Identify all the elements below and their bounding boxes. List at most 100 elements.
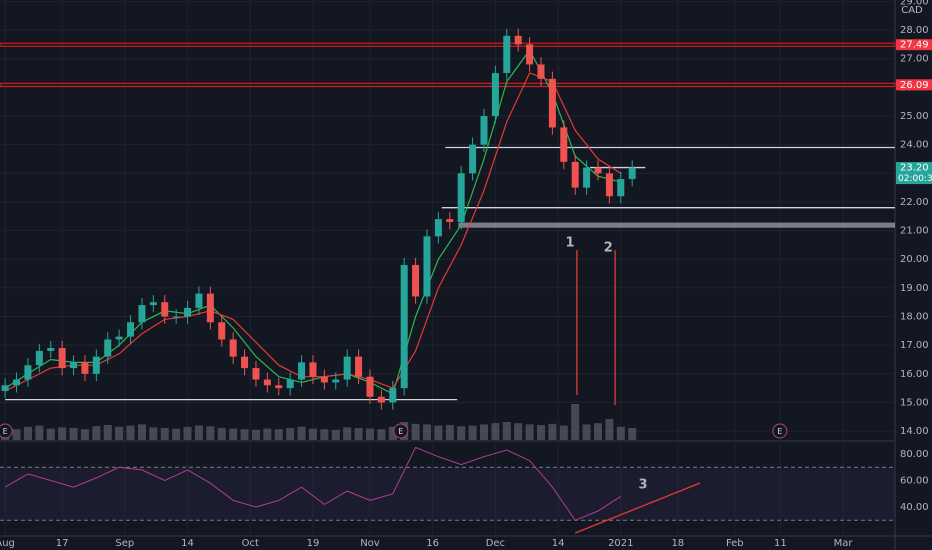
- volume-bar: [92, 426, 101, 440]
- candle-body: [503, 35, 511, 74]
- candle-body: [252, 368, 260, 380]
- volume-bar: [388, 426, 397, 440]
- volume-bar: [12, 429, 21, 440]
- rsi-band: [0, 467, 895, 521]
- horizontal-line: [0, 82, 896, 87]
- candle-body: [537, 64, 545, 79]
- volume-bar: [69, 428, 78, 440]
- currency: CAD: [901, 5, 923, 16]
- x-tick-label: Feb: [726, 538, 744, 549]
- horizontal-line: [0, 42, 896, 47]
- volume-bar: [240, 429, 249, 440]
- candle-body: [548, 78, 556, 128]
- volume-bar: [229, 428, 238, 440]
- y-tick-label: 60.00: [900, 476, 929, 487]
- y-tick-label: 22.00: [900, 197, 929, 208]
- candle-body: [298, 362, 306, 380]
- price-tag-label: 26.09: [900, 80, 929, 91]
- x-tick-label: Dec: [486, 538, 505, 549]
- volume-bar: [160, 428, 169, 440]
- candle-body: [58, 348, 66, 369]
- countdown: 02:00:34: [898, 174, 932, 184]
- candle-body: [161, 302, 169, 317]
- volume-bar: [491, 423, 500, 440]
- candle-body: [184, 307, 192, 317]
- candle-body: [583, 167, 591, 188]
- candle-body: [229, 339, 237, 357]
- volume-bar: [46, 428, 55, 440]
- volume-bar: [286, 428, 295, 440]
- candle-body: [423, 236, 431, 297]
- volume-bar: [605, 419, 614, 440]
- price-tag: [896, 79, 932, 91]
- volume-bar: [582, 424, 591, 440]
- x-tick-label: Aug: [0, 538, 15, 549]
- candle-body: [241, 356, 249, 369]
- volume-bar: [172, 428, 181, 440]
- candle-body: [560, 127, 568, 162]
- volume-bar: [502, 422, 511, 440]
- volume-bar: [525, 424, 534, 440]
- candle-body: [366, 376, 374, 397]
- volume-bar: [422, 424, 431, 440]
- volume-bar: [457, 426, 466, 440]
- volume-bar: [126, 425, 135, 440]
- earnings-marker: [0, 423, 13, 439]
- x-tick-label: 11: [774, 538, 787, 549]
- volume-bar: [206, 426, 215, 440]
- candle-body: [1, 385, 9, 392]
- y-tick-label: 18.00: [900, 312, 929, 323]
- candle-body: [491, 73, 499, 117]
- y-tick-label: 14.00: [900, 426, 929, 437]
- candle-body: [127, 322, 135, 337]
- candle-body: [571, 161, 579, 188]
- candle-body: [70, 362, 78, 369]
- volume-bar: [354, 428, 363, 440]
- y-tick-label: 40.00: [900, 502, 929, 513]
- volume-bar: [308, 428, 317, 440]
- volume-bar: [217, 428, 226, 440]
- x-tick-label: Sep: [115, 538, 134, 549]
- x-tick-label: 16: [426, 538, 439, 549]
- price-tag-label: 23.20: [900, 163, 929, 174]
- volume-bar: [377, 429, 386, 440]
- y-tick-label: 29.00: [900, 0, 929, 7]
- volume-bar: [434, 425, 443, 440]
- candle-body: [13, 379, 21, 386]
- earnings-marker: [772, 423, 788, 439]
- candle-body: [469, 144, 477, 174]
- y-tick-label: 27.00: [900, 54, 929, 65]
- candle-body: [35, 350, 43, 366]
- candle-body: [332, 379, 340, 383]
- volume-bar: [411, 423, 420, 440]
- volume-bar: [445, 425, 454, 440]
- y-tick-label: 19.00: [900, 283, 929, 294]
- candle-body: [275, 385, 283, 389]
- volume-bar: [194, 425, 203, 440]
- candle-body: [412, 264, 420, 297]
- annotation: 1: [566, 235, 575, 250]
- candle-body: [605, 173, 613, 197]
- volume-bar: [149, 427, 158, 440]
- x-tick-label: 19: [307, 538, 320, 549]
- volume-bar: [616, 426, 625, 440]
- y-tick-label: 21.00: [900, 226, 929, 237]
- y-tick-label: 28.00: [900, 25, 929, 36]
- candle-body: [92, 356, 100, 374]
- volume-bar: [559, 425, 568, 440]
- volume-bar: [468, 425, 477, 440]
- candle-body: [206, 293, 214, 323]
- x-tick-label: 18: [671, 538, 684, 549]
- volume-bar: [115, 426, 124, 440]
- candle-body: [526, 44, 534, 65]
- candle-body: [24, 365, 32, 380]
- x-tick-label: Nov: [360, 538, 380, 549]
- annotation: 3: [639, 478, 648, 493]
- candle-body: [172, 316, 180, 318]
- earnings-label: E: [777, 427, 782, 436]
- x-tick-label: 2021: [608, 538, 633, 549]
- candle-body: [480, 116, 488, 145]
- x-tick-label: 14: [552, 538, 565, 549]
- candle-body: [81, 362, 89, 374]
